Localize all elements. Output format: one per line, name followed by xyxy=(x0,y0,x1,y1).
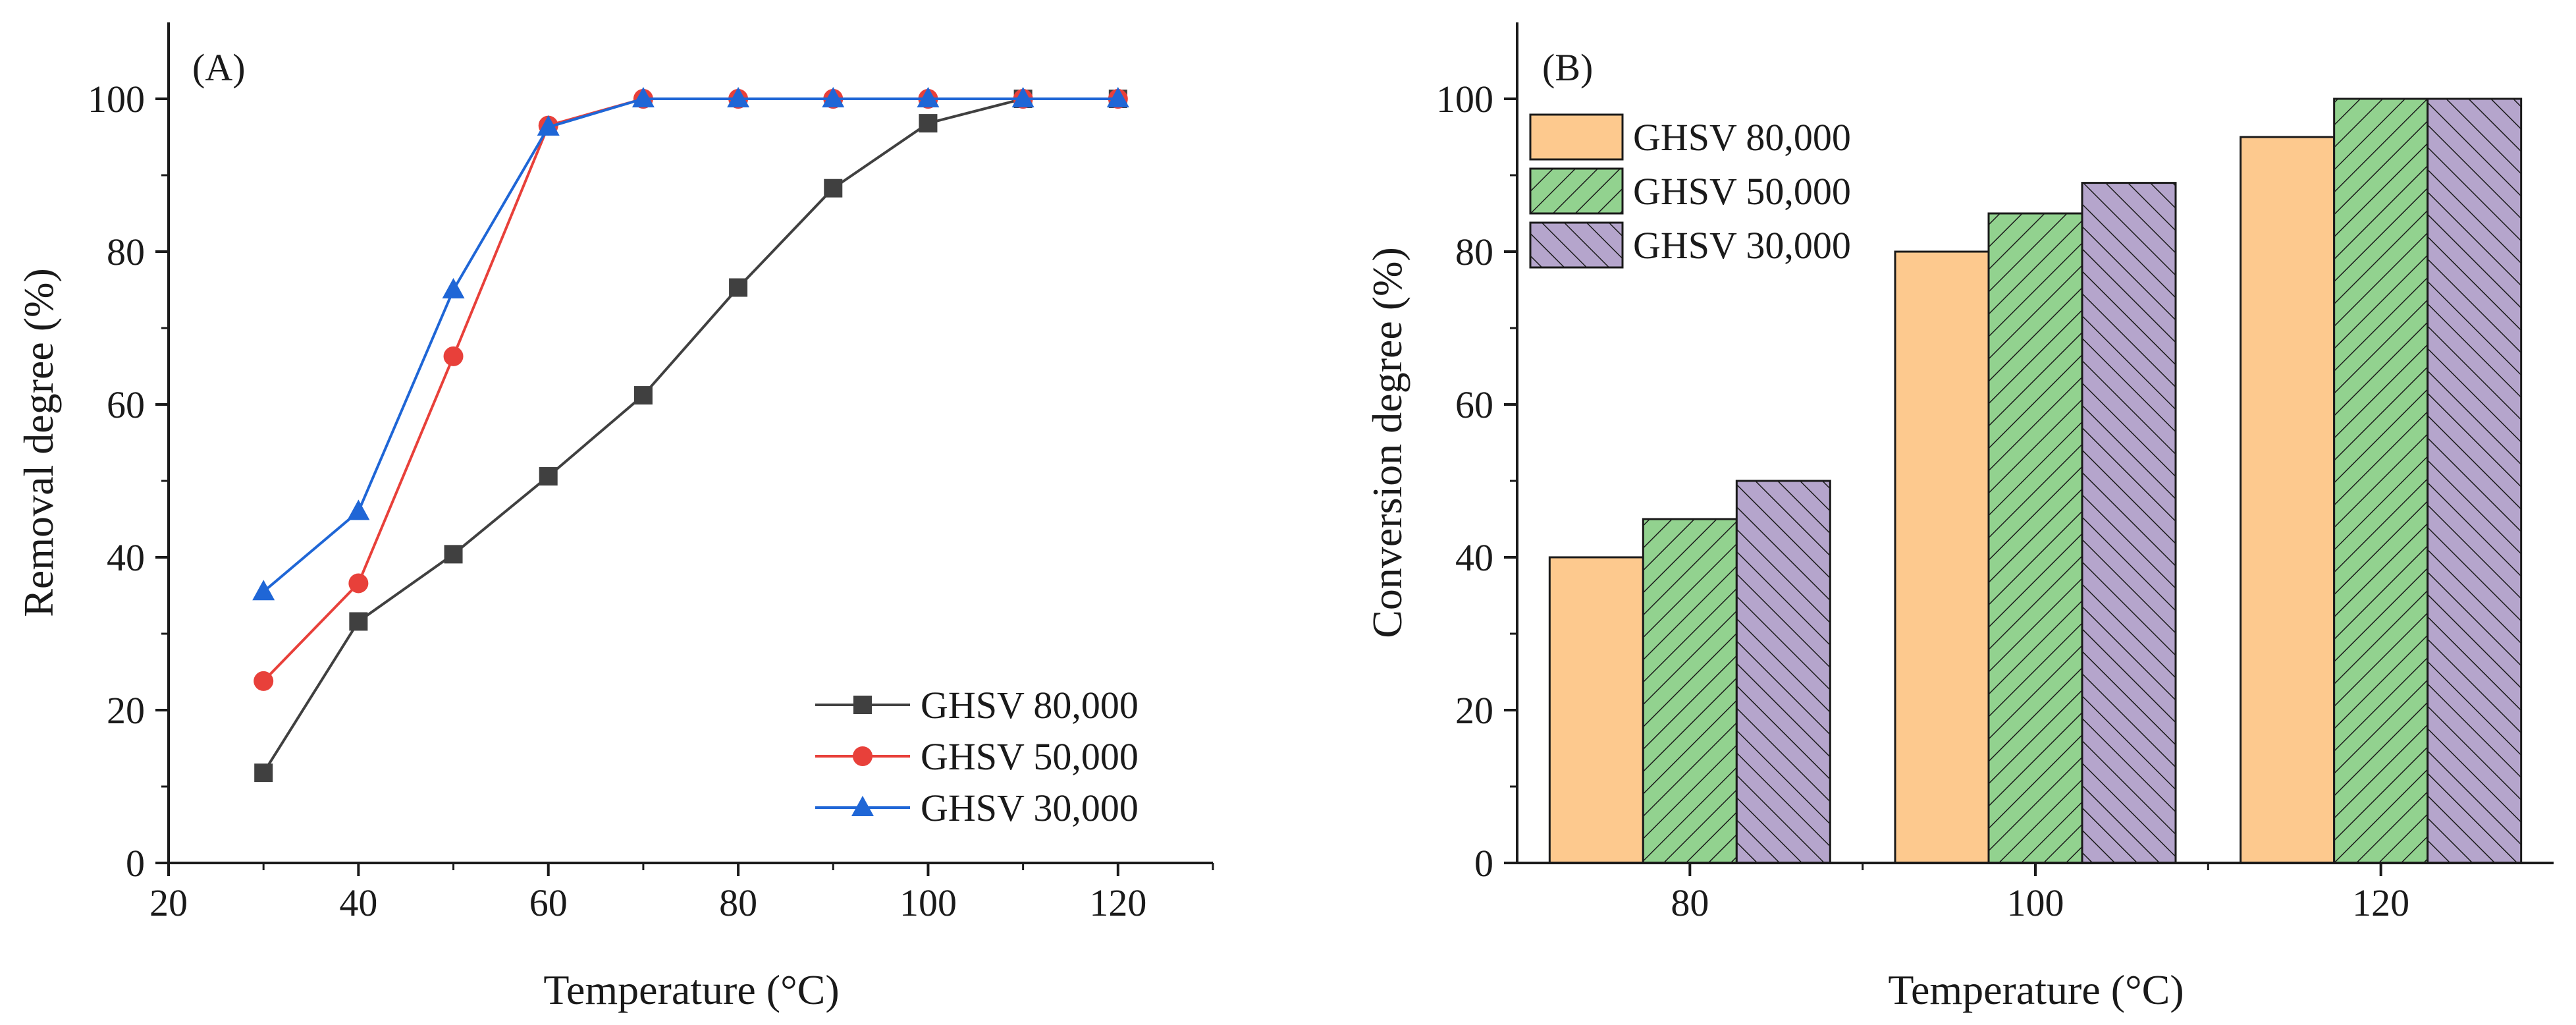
chart-a-data-point xyxy=(254,671,274,691)
chart-b-x-axis-title: Temperature (°C) xyxy=(1888,966,2184,1013)
chart-b-x-tick-label: 120 xyxy=(2352,881,2409,924)
chart-a-data-point xyxy=(631,87,655,107)
chart-a-legend-label: GHSV 50,000 xyxy=(921,735,1139,778)
chart-b-x-tick-label: 80 xyxy=(1671,881,1709,924)
chart-b-legend-swatch xyxy=(1529,221,1624,269)
chart-a-series-line xyxy=(262,97,1118,593)
chart-a-y-tick-label: 0 xyxy=(126,842,145,885)
chart-b-legend-swatch xyxy=(1529,113,1624,161)
chart-a-x-tick-label: 120 xyxy=(1089,881,1146,924)
chart-a-data-point xyxy=(729,278,748,297)
chart-a-data-point xyxy=(539,467,558,486)
chart-a-legend-marker xyxy=(853,746,872,766)
chart-b-bar xyxy=(1987,212,2083,864)
chart-a-data-point xyxy=(254,763,273,783)
chart-a-data-point xyxy=(822,87,845,107)
chart-a-data-point xyxy=(919,114,938,133)
chart-a-x-axis-title: Temperature (°C) xyxy=(543,966,839,1013)
chart-a-legend-label: GHSV 30,000 xyxy=(921,787,1139,829)
chart-a-x-tick-label: 100 xyxy=(899,881,957,924)
chart-a-legend-marker xyxy=(853,696,872,714)
chart-b-y-tick-label: 20 xyxy=(1455,689,1493,732)
chart-a-y-axis-title: Removal degree (%) xyxy=(15,268,62,617)
chart-b-legend-label: GHSV 80,000 xyxy=(1633,116,1851,159)
chart-b-bar xyxy=(1642,518,1738,864)
chart-b-bar xyxy=(2427,97,2523,864)
chart-b-legend-swatch xyxy=(1529,167,1624,215)
chart-a-series-line xyxy=(262,97,1118,774)
chart-b-panel-tag: (B) xyxy=(1542,46,1593,89)
chart-b-legend-label: GHSV 30,000 xyxy=(1633,224,1851,267)
chart-a-panel-tag: (A) xyxy=(192,46,246,89)
chart-b-bar xyxy=(2333,97,2429,864)
chart-a-y-tick-label: 40 xyxy=(107,536,145,579)
chart-a-x-tick-label: 60 xyxy=(529,881,568,924)
chart-a-y-tick-label: 100 xyxy=(88,78,145,121)
chart-b-y-tick-label: 80 xyxy=(1455,231,1493,273)
chart-a-data-point xyxy=(1011,87,1034,107)
chart-b-bar xyxy=(2081,182,2177,864)
chart-a-x-tick-label: 20 xyxy=(149,881,188,924)
chart-conversion-degree: 0 20 40 60 80 100 80 100 120 (B) Temperature (°C… xyxy=(1364,22,2554,1013)
chart-a-data-point xyxy=(537,115,560,136)
chart-a-x-tick-label: 80 xyxy=(719,881,757,924)
chart-b-y-axis-title: Conversion degree (%) xyxy=(1364,247,1410,638)
chart-a-legend-label: GHSV 80,000 xyxy=(921,684,1139,727)
chart-b-y-tick-label: 0 xyxy=(1474,842,1493,885)
chart-a-data-point xyxy=(442,278,465,298)
chart-a-data-point xyxy=(1106,87,1129,107)
chart-b-bar xyxy=(1735,480,1831,864)
chart-b-y-tick-label: 40 xyxy=(1455,536,1493,579)
chart-a-data-point xyxy=(824,179,843,198)
chart-b-axes: 0 20 40 60 80 100 80 100 120 xyxy=(1436,22,2554,924)
chart-a-marks xyxy=(252,87,1129,783)
chart-a-x-tick-label: 40 xyxy=(339,881,377,924)
chart-a-data-point xyxy=(349,612,368,631)
chart-a-data-point xyxy=(347,499,370,520)
chart-b-bar xyxy=(2240,136,2336,864)
chart-a-data-point xyxy=(443,346,464,366)
chart-a-y-tick-label: 60 xyxy=(107,383,145,426)
chart-a-legend: GHSV 80,000 GHSV 50,000 GHSV 30,000 xyxy=(815,684,1139,829)
chart-b-x-tick-label: 100 xyxy=(2007,881,2064,924)
chart-a-data-point xyxy=(252,580,275,601)
chart-a-legend-marker xyxy=(851,796,874,816)
chart-b-y-tick-label: 100 xyxy=(1436,78,1493,121)
chart-b-bar xyxy=(1894,250,1990,864)
chart-a-y-tick-label: 80 xyxy=(107,231,145,273)
chart-b-legend: GHSV 80,000 GHSV 50,000 GHSV 30,000 xyxy=(1529,113,1851,269)
chart-b-marks xyxy=(1548,97,2523,864)
chart-a-data-point xyxy=(348,573,369,594)
chart-a-data-point xyxy=(633,386,653,405)
chart-b-legend-label: GHSV 50,000 xyxy=(1633,170,1851,213)
chart-a-data-point xyxy=(444,545,463,564)
chart-b-y-tick-label: 60 xyxy=(1455,383,1493,426)
chart-a-data-point xyxy=(727,87,750,107)
chart-a-series-line xyxy=(262,97,1118,682)
chart-a-y-tick-label: 20 xyxy=(107,689,145,732)
chart-a-data-point xyxy=(917,87,940,107)
chart-b-bar xyxy=(1548,556,1644,864)
